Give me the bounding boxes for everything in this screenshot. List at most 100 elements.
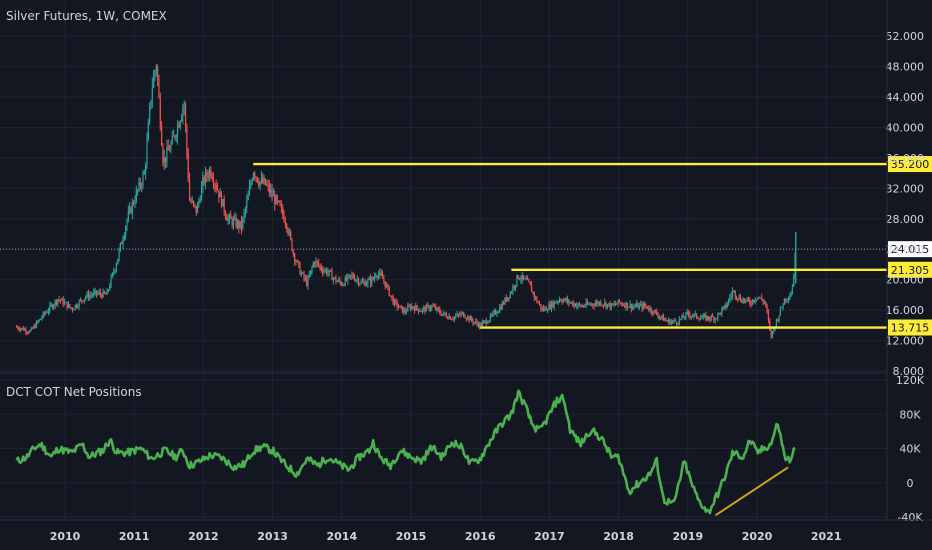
candle-body [183,105,185,107]
candle-body [133,202,135,204]
candle-body [310,270,312,276]
candle-body [352,274,354,278]
candle-body [409,306,412,309]
candle-body [496,313,498,315]
candle-body [481,322,483,327]
candle-body [634,306,636,308]
candle-body [192,201,195,204]
candle-body [701,317,703,319]
candle-body [149,105,151,123]
candle-body [351,274,353,276]
candle-body [50,304,52,306]
candle-body [135,190,137,202]
candle-body [320,266,322,271]
candle-body [444,312,446,315]
price-candles [15,64,797,340]
candle-body [758,297,760,299]
candle-body [753,299,755,302]
candle-body [645,306,647,308]
candle-body [649,308,651,311]
candle-body [668,319,670,322]
candle-body [299,263,301,275]
candle-body [472,320,474,324]
candle-body [230,215,232,219]
candle-body [650,308,652,313]
candle-body [113,271,115,274]
candle-body [690,316,692,318]
candle-body [179,121,181,128]
candle-body [581,305,583,307]
candle-body [251,180,253,184]
candle-body [328,270,330,273]
candle-body [142,174,144,186]
candle-body [180,116,183,122]
candle-body [29,330,31,333]
candle-body [356,279,358,281]
candle-body [70,307,72,309]
candle-body [588,303,590,305]
candle-body [231,218,233,226]
candle-body [755,299,758,301]
candle-body [286,224,288,229]
grid-lines [0,0,887,520]
level-tag [888,156,932,173]
candle-body [157,66,159,80]
candle-body [254,173,256,177]
candle-body [282,207,284,215]
candle-body [451,319,453,321]
x-tick-label: 2017 [534,530,565,543]
candle-body [723,305,726,307]
candle-body [175,136,177,138]
candle-body [596,301,598,304]
price-tick-label: 8.000 [893,365,925,378]
candle-body [580,305,582,307]
candle-body [727,299,730,305]
candle-body [682,315,684,318]
cot-line [15,389,796,515]
price-levels[interactable]: 35.200 24.015 21.305 13.715 [0,156,932,336]
candle-body [170,143,172,152]
candle-body [137,189,139,191]
candle-body [483,321,485,323]
candle-body [518,278,521,280]
candle-body [463,312,465,318]
candle-body [316,260,318,263]
candle-body [163,157,165,163]
candle-body [556,301,558,304]
candle-body [711,315,714,318]
candle-body [517,275,519,279]
candle-body [705,314,707,320]
x-tick-label: 2016 [465,530,496,543]
candle-body [182,106,184,117]
candle-body [165,157,167,162]
candle-body [553,301,555,307]
candle-body [562,300,565,303]
candle-body [433,306,436,308]
candle-body [733,290,735,292]
candle-body [585,301,587,307]
candle-body [570,302,573,304]
candle-body [789,296,791,300]
current-price-tag [888,241,932,258]
candle-body [324,269,326,271]
candle-body [166,147,168,162]
trend-line[interactable] [714,466,789,517]
candle-body [564,298,566,301]
candle-body [557,301,559,303]
candle-body [597,301,599,305]
candle-body [612,303,614,305]
candle-body [453,316,455,320]
candle-body [123,235,125,240]
candle-body [542,308,545,311]
candle-body [540,304,542,309]
candle-body [554,301,557,304]
candle-body [618,299,620,303]
candle-body [730,295,732,298]
candle-body [396,301,398,308]
candle-body [530,284,533,292]
candle-body [264,178,267,185]
candle-body [569,302,571,304]
candle-body [385,284,388,287]
candle-body [672,321,674,323]
